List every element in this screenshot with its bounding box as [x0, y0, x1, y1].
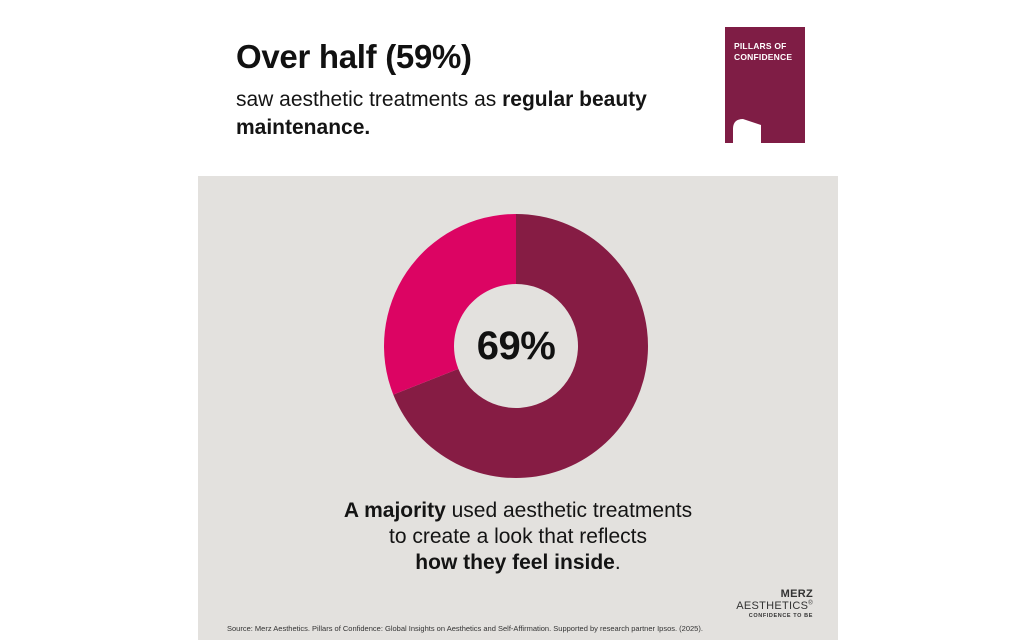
- logo-brand-rest: AESTHETICS: [736, 600, 809, 612]
- bookmark-icon: [725, 27, 805, 143]
- chart-caption: A majority used aesthetic treatments to …: [258, 498, 778, 576]
- badge-label: PILLARS OF CONFIDENCE: [734, 41, 800, 63]
- chart-panel: 69% A majority used aesthetic treatments…: [198, 176, 838, 640]
- caption-line-2: to create a look that reflects: [389, 525, 647, 548]
- source-note: Source: Merz Aesthetics. Pillars of Conf…: [227, 624, 703, 633]
- caption-end: .: [614, 551, 621, 574]
- caption-bold-1: A majority: [343, 499, 446, 522]
- subhead-plain: saw aesthetic treatments as: [236, 88, 503, 111]
- donut-center-value: 69%: [476, 323, 556, 368]
- logo-tagline: CONFIDENCE TO BE: [748, 613, 813, 619]
- donut-chart: [384, 214, 648, 478]
- caption-line-1: A majority used aesthetic treatments: [258, 498, 778, 524]
- pillars-badge: PILLARS OF CONFIDENCE: [725, 27, 805, 143]
- headline: Over half (59%): [236, 38, 472, 75]
- badge-line-2: CONFIDENCE: [734, 52, 793, 62]
- badge-line-1: PILLARS OF: [734, 41, 787, 51]
- donut-slice-0: [393, 214, 648, 478]
- subheadline: saw aesthetic treatments as regular beau…: [236, 86, 706, 142]
- logo-registered: ®: [808, 600, 813, 607]
- caption-bold-2: how they feel inside: [415, 551, 615, 574]
- donut-slice-1: [384, 214, 516, 395]
- caption-line-3: how they feel inside.: [258, 550, 778, 576]
- subhead-bold: regular beauty maintenance.: [236, 88, 647, 139]
- merz-aesthetics-logo: MERZ AESTHETICS® CONFIDENCE TO BE: [703, 588, 813, 619]
- logo-brand-bold: MERZ: [780, 588, 813, 600]
- logo-wordmark: MERZ AESTHETICS®: [703, 588, 813, 612]
- caption-plain-1: used aesthetic treatments: [445, 499, 693, 522]
